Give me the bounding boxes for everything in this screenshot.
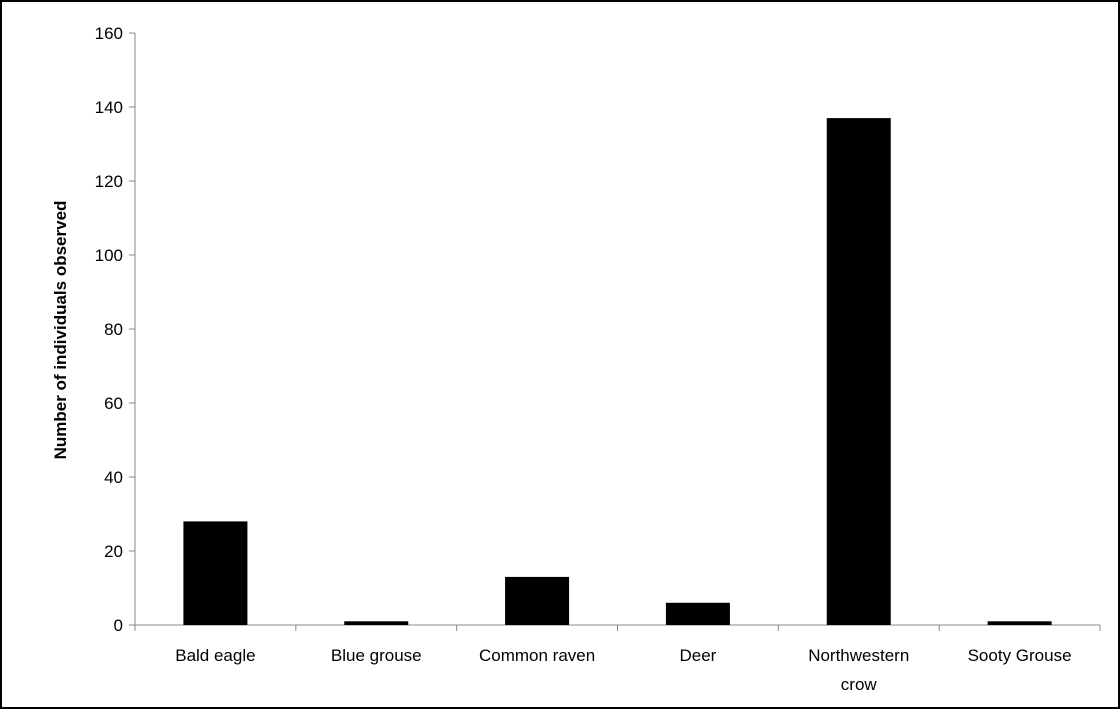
x-category-label: Northwestern crow <box>808 646 909 694</box>
x-category-labels: Bald eagle Blue grouse Common raven Deer Nor… <box>175 646 1071 694</box>
y-tick-label: 80 <box>104 320 123 339</box>
y-tick-label: 20 <box>104 542 123 561</box>
y-tick-label: 40 <box>104 468 123 487</box>
y-axis-label: Number of individuals observed <box>51 201 70 460</box>
y-tick-label: 160 <box>95 24 123 43</box>
bars <box>183 118 1052 625</box>
bar <box>344 621 409 625</box>
x-category-label: Deer <box>679 646 716 665</box>
y-tick-label: 120 <box>95 172 123 191</box>
y-tick-label: 140 <box>95 98 123 117</box>
x-category-label: Bald eagle <box>175 646 255 665</box>
bar <box>665 602 730 625</box>
y-tick-label: 0 <box>114 616 123 635</box>
bar <box>987 621 1052 625</box>
bar <box>826 118 891 625</box>
x-category-label: Blue grouse <box>331 646 422 665</box>
x-category-label: Common raven <box>479 646 595 665</box>
y-tick-label: 60 <box>104 394 123 413</box>
x-category-label: Sooty Grouse <box>968 646 1072 665</box>
bar <box>183 521 248 625</box>
y-tick-label: 100 <box>95 246 123 265</box>
y-ticks: 0 20 40 60 80 100 120 140 160 <box>95 24 135 635</box>
bar <box>505 576 570 625</box>
axes <box>134 33 1101 631</box>
